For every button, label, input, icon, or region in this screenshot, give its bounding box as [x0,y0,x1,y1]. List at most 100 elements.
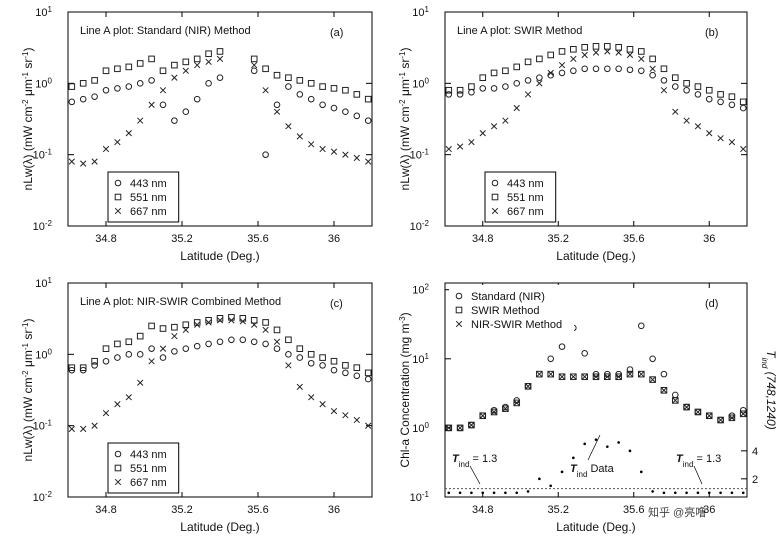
point [502,117,509,124]
point [728,414,736,421]
x-tick-label: 34.8 [95,504,116,516]
y-axis-label: Chl-a Concentration (mg m-3) [398,312,413,467]
tind-point [492,491,496,495]
point [445,424,453,432]
y-axis-label-part: -1 [21,322,30,330]
point [296,77,304,84]
tind-point [640,470,643,474]
point [364,117,372,124]
point [148,322,155,330]
point [479,412,487,420]
point [445,145,452,153]
tind-point [662,491,666,495]
point [205,58,212,66]
point [262,151,269,158]
point [353,91,361,98]
tind-point [504,491,507,495]
plot-frame [67,282,373,498]
point [660,77,668,84]
point [626,366,634,373]
tind-point [719,491,722,495]
y-tick-exp: 0 [48,347,53,356]
point [536,370,543,378]
y-axis-label-part: -2 [21,370,30,378]
point [739,98,747,106]
point [79,80,87,87]
point [193,342,201,350]
point [705,95,713,103]
annotation-arrow [693,465,703,485]
point [638,55,645,63]
y-tick-exp: 1 [425,351,430,360]
point [262,340,269,348]
point [490,85,498,92]
point [536,370,543,378]
annotation-part: = 1.3 [469,453,497,465]
point [638,67,645,75]
point [468,83,475,90]
point [604,373,611,380]
tind-point [741,491,745,495]
y-axis-label-part: -1 [398,71,407,79]
point [91,357,98,365]
legend-marker [114,193,122,201]
point [456,86,464,94]
legend-label: 667 nm [130,206,167,218]
point [592,373,600,380]
tind-point [515,491,519,495]
y-axis-label-part: -1 [21,71,30,79]
x-tick-label: 34.8 [95,233,116,245]
point [125,63,133,71]
point [216,314,224,322]
point [536,80,543,87]
y-tick-label: 100 [412,76,429,91]
point [739,406,747,414]
y-tick-label: 10-2 [410,219,430,234]
y-tick-base: 10 [35,278,47,290]
point [592,373,600,381]
point [114,401,121,408]
point [649,71,656,79]
point [285,362,292,369]
point [296,345,304,352]
point [740,145,747,153]
point [79,364,87,371]
y-axis-label-part: Chl-a Concentration (mg m [398,324,412,468]
point [615,373,622,381]
y-tick-base: 10 [412,285,424,297]
point [342,151,349,158]
point [353,364,361,371]
annotation-part: ind [683,460,694,469]
point [660,370,668,378]
y-axis-label-part: sr [21,59,35,72]
y-tick-base: 10 [35,7,47,19]
y-tick-exp: -1 [45,418,53,427]
point [717,91,724,98]
point [683,117,690,124]
point [592,65,600,73]
y-axis-label-part: nLw(λ) (mW cm [398,106,412,190]
point [182,326,189,334]
legend-label: 551 nm [130,463,167,475]
annotation-arrow [469,465,481,485]
point [728,101,736,109]
point [148,358,155,365]
y-tick-label: 10-1 [410,147,430,162]
y-tick-exp: 2 [425,282,430,291]
y-tick-base: 10 [412,7,424,19]
point [342,412,349,419]
y2-tick-label: 4 [752,446,758,458]
x-tick-label: 35.6 [623,233,644,245]
y-tick-label: 101 [412,351,429,366]
point [251,61,258,69]
point [513,399,521,407]
point [524,91,532,98]
point [604,48,611,55]
legend-marker [455,292,463,300]
point [581,373,588,381]
point [581,373,588,380]
point [490,408,498,416]
point [558,343,566,350]
x-tick-label: 36 [328,504,340,516]
tind-point [606,445,609,448]
